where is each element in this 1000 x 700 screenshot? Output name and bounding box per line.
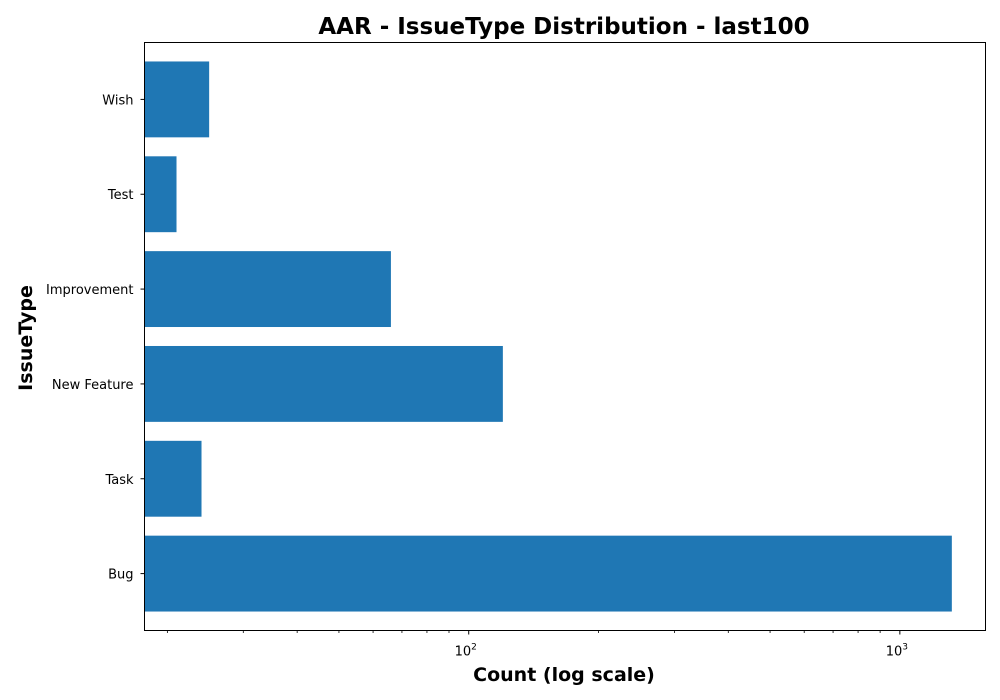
x-tick-label-1000: 103 xyxy=(886,643,908,660)
bars-group xyxy=(144,61,952,612)
y-tick-label-test: Test xyxy=(107,188,134,203)
chart-title: AAR - IssueType Distribution - last100 xyxy=(318,14,809,40)
y-tick-label-task: Task xyxy=(104,473,134,488)
bar-test xyxy=(144,156,177,233)
y-axis-ticks: Bug Task New Feature Improvement Test Wish xyxy=(46,93,145,583)
bar-wish xyxy=(144,61,210,138)
bar-improvement xyxy=(144,251,391,328)
x-tick-label-100: 102 xyxy=(455,643,477,660)
y-tick-label-improvement: Improvement xyxy=(46,283,133,298)
y-tick-label-bug: Bug xyxy=(108,568,133,583)
bar-new-feature xyxy=(144,345,503,422)
plot-frame xyxy=(144,42,986,631)
bar-bug xyxy=(144,535,952,612)
bar-task xyxy=(144,440,202,517)
x-axis-ticks: 102 103 xyxy=(166,630,908,660)
y-tick-label-new-feature: New Feature xyxy=(52,378,134,393)
x-axis-label: Count (log scale) xyxy=(473,664,655,686)
y-tick-label-wish: Wish xyxy=(102,93,133,108)
y-axis-label: IssueType xyxy=(15,285,37,391)
